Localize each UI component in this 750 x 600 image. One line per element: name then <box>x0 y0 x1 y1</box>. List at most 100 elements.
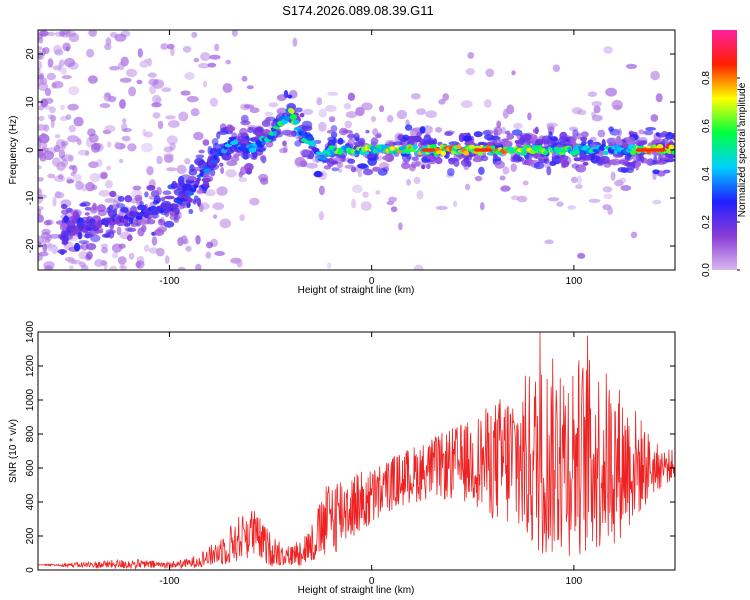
noise-blob <box>109 265 118 270</box>
ridge-halo-blob <box>331 167 340 172</box>
ridge-halo-blob <box>188 208 194 215</box>
noise-blob <box>42 142 47 150</box>
noise-blob <box>99 171 108 180</box>
ridge-core-blob <box>261 140 266 146</box>
noise-blob <box>209 97 218 107</box>
noise-blob <box>81 242 89 251</box>
ridge-core-blob <box>310 140 317 147</box>
ridge-halo-blob <box>195 154 205 159</box>
noise-blob <box>650 114 659 122</box>
noise-blob <box>157 120 164 130</box>
noise-blob <box>79 261 86 268</box>
ridge-halo-blob <box>97 209 108 217</box>
ridge-halo-blob <box>237 151 243 156</box>
ridge-halo-blob <box>421 164 426 170</box>
ridge-halo-blob <box>124 195 133 203</box>
ridge-halo-blob <box>116 203 125 208</box>
ridge-halo-blob <box>532 128 539 134</box>
ridge-core-blob <box>285 116 291 121</box>
noise-blob <box>567 205 577 210</box>
noise-blob <box>360 201 372 211</box>
noise-blob <box>61 75 72 80</box>
noise-blob <box>355 106 365 117</box>
noise-blob <box>53 44 62 55</box>
noise-blob <box>46 147 57 155</box>
noise-blob <box>38 37 44 44</box>
noise-blob <box>43 220 52 226</box>
noise-blob <box>260 177 269 185</box>
ridge-core-blob <box>337 150 343 155</box>
ridge-halo-blob <box>661 130 668 135</box>
ridge-halo-blob <box>646 160 653 166</box>
noise-blob <box>219 218 231 229</box>
ridge-halo-blob <box>549 160 557 166</box>
ridge-halo-blob <box>109 190 117 198</box>
peak-blob <box>429 148 436 152</box>
ridge-halo-blob <box>196 197 202 207</box>
ridge-halo-blob <box>94 230 104 234</box>
noise-blob <box>67 103 79 111</box>
noise-blob <box>58 31 66 37</box>
noise-blob <box>337 168 343 174</box>
noise-blob <box>425 110 438 118</box>
noise-blob <box>94 259 104 267</box>
noise-blob <box>357 171 362 178</box>
noise-blob <box>38 74 45 80</box>
ridge-core-blob <box>656 144 664 150</box>
noise-blob <box>231 30 238 37</box>
ridge-halo-blob <box>655 159 667 165</box>
ridge-core-blob <box>603 150 609 156</box>
noise-blob <box>147 57 153 67</box>
noise-blob <box>117 62 125 71</box>
noise-blob <box>46 72 56 81</box>
noise-blob <box>212 202 225 210</box>
x-tick-label: 100 <box>566 276 583 287</box>
noise-blob <box>268 102 279 108</box>
x-tick-label: 100 <box>566 576 583 587</box>
ridge-halo-blob <box>57 249 68 254</box>
noise-blob <box>316 97 323 106</box>
ridge-halo-blob <box>589 143 597 148</box>
x-tick-label: -100 <box>159 276 179 287</box>
noise-blob <box>214 251 225 256</box>
ridge-core-blob <box>608 149 616 154</box>
noise-blob <box>166 167 177 172</box>
noise-blob <box>442 93 450 101</box>
noise-blob <box>176 164 187 175</box>
noise-blob <box>249 107 260 114</box>
noise-blob <box>43 261 55 270</box>
ridge-core-blob <box>490 145 496 150</box>
noise-blob <box>184 72 195 80</box>
ridge-halo-blob <box>524 133 532 141</box>
noise-blob <box>413 176 421 185</box>
ridge-halo-blob <box>244 163 254 171</box>
noise-blob <box>54 190 62 199</box>
ridge-halo-blob <box>573 157 581 162</box>
noise-blob <box>483 99 492 108</box>
noise-blob <box>517 195 528 203</box>
ridge-halo-blob <box>502 138 509 143</box>
ridge-halo-blob <box>63 215 69 224</box>
ridge-halo-blob <box>152 199 159 205</box>
noise-blob <box>41 142 48 149</box>
ridge-core-blob <box>289 114 298 120</box>
ridge-halo-blob <box>116 226 122 236</box>
noise-blob <box>386 115 394 123</box>
ridge-halo-blob <box>493 128 499 138</box>
noise-blob <box>605 87 617 97</box>
noise-blob <box>88 161 99 169</box>
ridge-halo-blob <box>344 164 355 169</box>
noise-blob <box>67 135 79 143</box>
noise-blob <box>142 128 147 137</box>
noise-blob <box>86 48 95 58</box>
noise-blob <box>54 191 65 199</box>
noise-blob <box>205 251 212 259</box>
noise-blob <box>111 252 119 259</box>
noise-blob <box>148 247 159 254</box>
noise-blob <box>607 206 613 215</box>
y-tick-label: 1200 <box>25 354 36 377</box>
ridge-halo-blob <box>301 125 313 132</box>
y-tick-label: -20 <box>25 238 36 253</box>
noise-blob <box>41 232 51 240</box>
noise-blob <box>68 61 79 70</box>
